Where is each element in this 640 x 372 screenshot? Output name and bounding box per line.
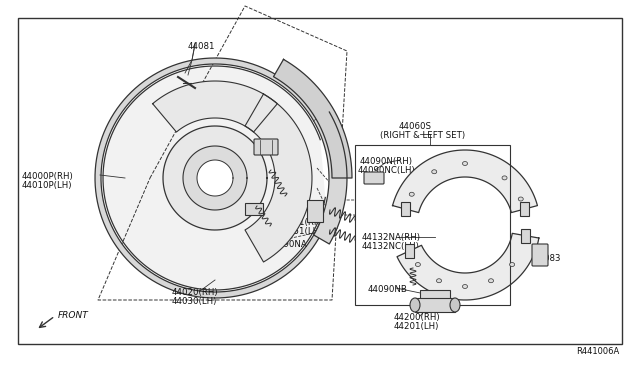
Text: 44132NC(LH): 44132NC(LH) bbox=[362, 242, 420, 251]
Ellipse shape bbox=[509, 263, 515, 266]
Text: 44030(LH): 44030(LH) bbox=[172, 297, 218, 306]
Ellipse shape bbox=[410, 298, 420, 312]
Text: 44051(LH): 44051(LH) bbox=[278, 227, 323, 236]
Bar bbox=[420, 290, 450, 300]
FancyBboxPatch shape bbox=[532, 244, 548, 266]
Bar bbox=[307, 200, 323, 222]
Ellipse shape bbox=[415, 263, 420, 266]
Text: 44090NB: 44090NB bbox=[368, 285, 408, 294]
Text: 44000P(RH): 44000P(RH) bbox=[22, 172, 74, 181]
Text: 44041(RH): 44041(RH) bbox=[278, 218, 324, 227]
Text: (RIGHT & LEFT SET): (RIGHT & LEFT SET) bbox=[380, 131, 465, 140]
Text: 44090NC(LH): 44090NC(LH) bbox=[358, 166, 416, 175]
Bar bbox=[245, 203, 263, 215]
Polygon shape bbox=[153, 81, 277, 132]
Ellipse shape bbox=[432, 170, 436, 174]
Polygon shape bbox=[103, 66, 325, 290]
FancyBboxPatch shape bbox=[364, 172, 384, 184]
Polygon shape bbox=[273, 60, 352, 178]
Text: FRONT: FRONT bbox=[58, 311, 89, 320]
Ellipse shape bbox=[436, 279, 442, 283]
Polygon shape bbox=[95, 58, 328, 298]
Ellipse shape bbox=[463, 161, 467, 166]
Bar bbox=[415, 298, 455, 312]
Polygon shape bbox=[245, 94, 312, 262]
Polygon shape bbox=[314, 112, 347, 244]
Bar bbox=[404, 244, 414, 258]
Polygon shape bbox=[197, 160, 233, 196]
Ellipse shape bbox=[409, 192, 414, 196]
Bar bbox=[520, 202, 529, 216]
Ellipse shape bbox=[450, 298, 460, 312]
FancyBboxPatch shape bbox=[254, 139, 278, 155]
Ellipse shape bbox=[518, 197, 524, 201]
Bar bbox=[355, 145, 510, 305]
Text: 44200(RH): 44200(RH) bbox=[394, 313, 440, 322]
Polygon shape bbox=[392, 150, 538, 212]
Text: 44083: 44083 bbox=[534, 254, 561, 263]
Polygon shape bbox=[163, 126, 267, 230]
Text: R441006A: R441006A bbox=[576, 347, 619, 356]
Bar bbox=[521, 229, 530, 243]
Text: 44081: 44081 bbox=[188, 42, 216, 51]
Text: 44060S: 44060S bbox=[399, 122, 432, 131]
Polygon shape bbox=[183, 146, 247, 210]
Text: 44010P(LH): 44010P(LH) bbox=[22, 181, 72, 190]
Text: 44020(RH): 44020(RH) bbox=[172, 288, 219, 297]
Ellipse shape bbox=[502, 176, 507, 180]
Text: 44090NA: 44090NA bbox=[268, 240, 308, 249]
Polygon shape bbox=[397, 233, 539, 300]
Text: 44090N(RH): 44090N(RH) bbox=[360, 157, 413, 166]
Bar bbox=[401, 202, 410, 216]
Ellipse shape bbox=[463, 285, 467, 289]
Ellipse shape bbox=[488, 279, 493, 283]
Text: 44201(LH): 44201(LH) bbox=[394, 322, 440, 331]
Bar bbox=[18, 18, 622, 344]
Text: 44132NA(RH): 44132NA(RH) bbox=[362, 233, 421, 242]
